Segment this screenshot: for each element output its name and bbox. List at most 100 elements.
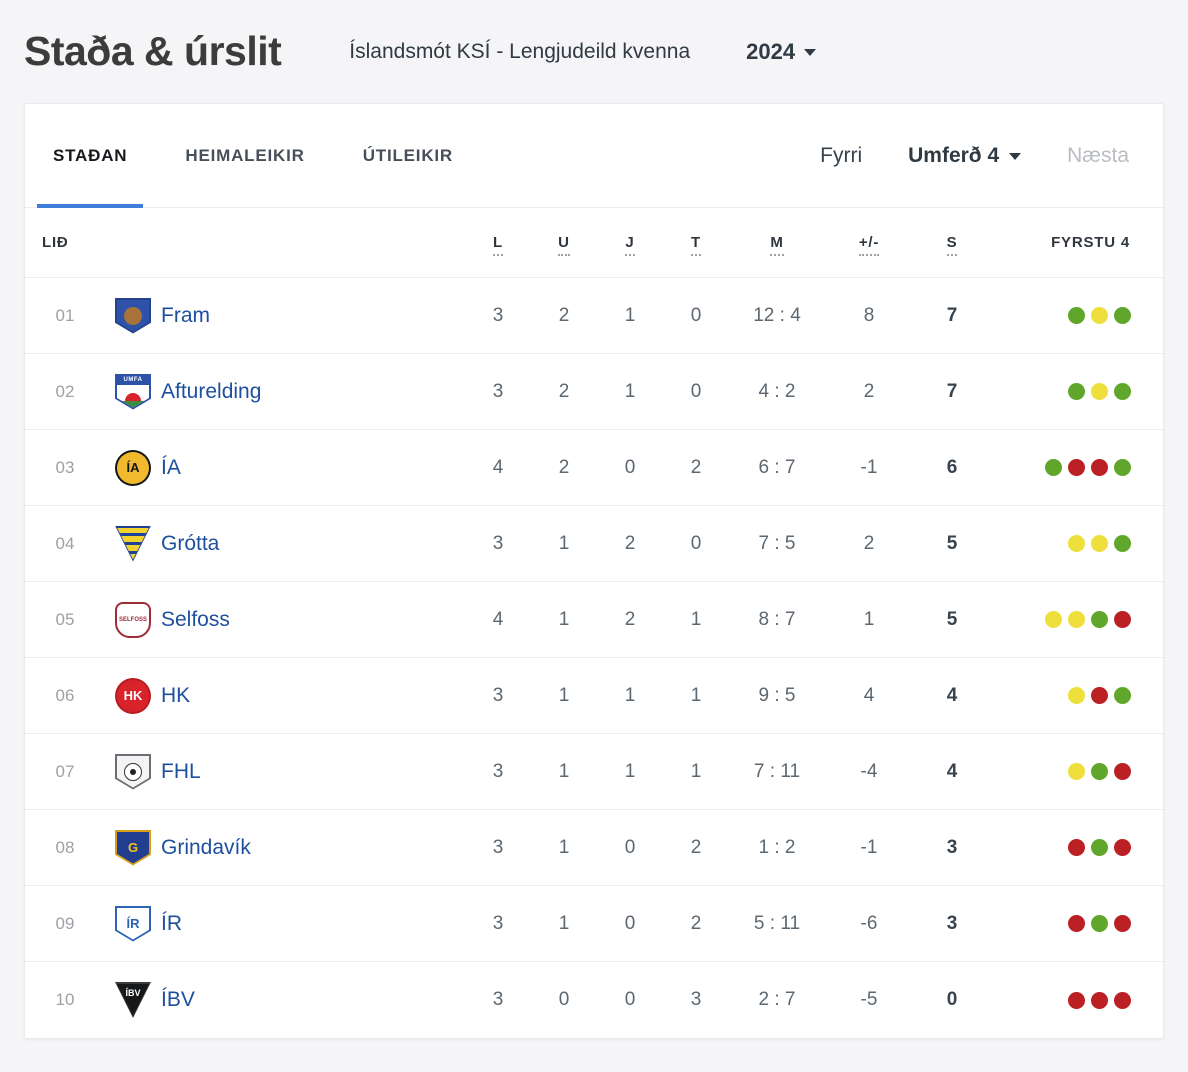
form-dot-win (1114, 535, 1131, 552)
col-header-goals: M (770, 234, 784, 256)
stat-losses: 0 (690, 532, 702, 554)
team-name-link[interactable]: ÍA (161, 455, 181, 479)
stat-losses: 1 (690, 760, 702, 782)
col-header-losses-label: T (691, 234, 701, 256)
season-dropdown[interactable]: 2024 (740, 38, 822, 66)
team-name-link[interactable]: Fram (161, 303, 210, 327)
form-dot-loss (1114, 991, 1131, 1009)
stat-played: 3 (492, 380, 504, 402)
stat-points: 5 (946, 608, 958, 630)
form-dots (1062, 839, 1163, 856)
team-logo: SELFOSS (115, 601, 151, 638)
stat-goals: 5 : 11 (753, 912, 801, 934)
stat-draws: 0 (624, 989, 636, 1010)
form-dot-win (1045, 459, 1062, 476)
stat-wins: 1 (558, 836, 570, 858)
tab-stadan[interactable]: STAÐAN (37, 104, 144, 208)
row-position: 07 (55, 761, 75, 781)
stat-wins: 1 (558, 912, 570, 934)
stat-points: 5 (946, 532, 958, 554)
col-header-draws: J (625, 234, 635, 256)
stat-goals: 8 : 7 (758, 608, 796, 630)
stat-diff: 2 (863, 532, 875, 554)
team-logo (115, 525, 151, 562)
form-dot-loss (1114, 611, 1131, 628)
stat-draws: 1 (624, 304, 636, 326)
stat-diff: 8 (863, 304, 875, 326)
stat-losses: 1 (690, 608, 702, 630)
toolbar: STAÐAN HEIMALEIKIR ÚTILEIKIR Fyrri Umfer… (25, 104, 1163, 208)
row-position: 03 (55, 457, 75, 477)
stat-wins: 1 (558, 684, 570, 706)
standings-card: STAÐAN HEIMALEIKIR ÚTILEIKIR Fyrri Umfer… (24, 103, 1164, 1039)
stat-played: 3 (492, 304, 504, 326)
form-dot-win (1091, 763, 1108, 780)
stat-draws: 2 (624, 532, 636, 554)
stat-goals: 9 : 5 (758, 684, 796, 706)
stat-points: 3 (946, 836, 958, 858)
team-name-link[interactable]: FHL (161, 759, 201, 783)
stat-played: 3 (492, 912, 504, 934)
col-header-diff-label: +/- (858, 234, 880, 256)
table-row: 01 Fram 3 2 1 0 12 : 4 8 7 (25, 278, 1163, 354)
round-previous-button[interactable]: Fyrri (820, 143, 863, 167)
tab-heimaleikir[interactable]: HEIMALEIKIR (185, 145, 305, 165)
tab-utileikir[interactable]: ÚTILEIKIR (362, 145, 453, 165)
stat-wins: 2 (558, 380, 570, 402)
stat-played: 4 (492, 456, 504, 478)
team-logo: HK (115, 677, 151, 714)
team-name-link[interactable]: Afturelding (161, 379, 262, 403)
form-dot-win (1091, 915, 1108, 932)
team-name-link[interactable]: ÍBV (161, 988, 195, 1011)
row-position: 05 (55, 609, 75, 629)
table-row: 03 ÍA ÍA 4 2 0 2 6 : 7 -1 6 (25, 430, 1163, 506)
team-logo: ÍR (115, 905, 151, 942)
stat-goals: 12 : 4 (753, 304, 801, 326)
team-name-link[interactable]: HK (161, 683, 191, 707)
stat-played: 3 (492, 532, 504, 554)
season-value: 2024 (746, 38, 796, 64)
row-position: 04 (55, 533, 75, 553)
form-dot-draw (1091, 383, 1108, 400)
form-dot-win (1114, 687, 1131, 704)
table-row: 07 FHL 3 1 1 1 7 : 11 -4 4 (25, 734, 1163, 810)
stat-played: 3 (492, 760, 504, 782)
stat-diff: -4 (860, 760, 878, 782)
form-dots (1039, 611, 1163, 628)
stat-played: 3 (492, 989, 504, 1010)
col-header-wins: U (558, 234, 570, 256)
team-logo: G (115, 829, 151, 866)
stat-losses: 0 (690, 380, 702, 402)
competition-title: Íslandsmót KSÍ - Lengjudeild kvenna (349, 39, 691, 63)
stat-draws: 0 (624, 456, 636, 478)
stat-points: 7 (946, 304, 958, 326)
col-header-team: LIÐ (42, 234, 69, 251)
form-dots (1062, 991, 1163, 1009)
form-dot-win (1091, 839, 1108, 856)
team-name-link[interactable]: Grótta (161, 531, 220, 555)
stat-losses: 2 (690, 836, 702, 858)
tab-bar: STAÐAN HEIMALEIKIR ÚTILEIKIR (37, 104, 495, 208)
round-dropdown[interactable]: Umferð 4 (908, 144, 1022, 168)
team-name-link[interactable]: ÍR (161, 911, 182, 935)
form-dot-draw (1068, 611, 1085, 628)
row-position: 01 (55, 305, 75, 325)
form-dot-loss (1114, 839, 1131, 856)
table-row: 09 ÍR ÍR 3 1 0 2 5 : 11 -6 3 (25, 886, 1163, 962)
col-header-draws-label: J (625, 234, 635, 256)
stat-losses: 3 (690, 989, 702, 1010)
team-name-link[interactable]: Grindavík (161, 835, 251, 859)
row-position: 06 (55, 685, 75, 705)
page-header: Staða & úrslit Íslandsmót KSÍ - Lengjude… (0, 0, 1188, 103)
stat-diff: -1 (860, 836, 878, 858)
page-title: Staða & úrslit (24, 28, 282, 74)
form-dot-loss (1091, 991, 1108, 1009)
round-next-button[interactable]: Næsta (1067, 143, 1129, 167)
form-dot-loss (1091, 459, 1108, 476)
team-name-link[interactable]: Selfoss (161, 607, 230, 631)
form-dots (1062, 763, 1163, 780)
stat-goals: 2 : 7 (758, 989, 796, 1010)
col-header-losses: T (691, 234, 701, 256)
form-dot-draw (1068, 763, 1085, 780)
stat-wins: 1 (558, 608, 570, 630)
